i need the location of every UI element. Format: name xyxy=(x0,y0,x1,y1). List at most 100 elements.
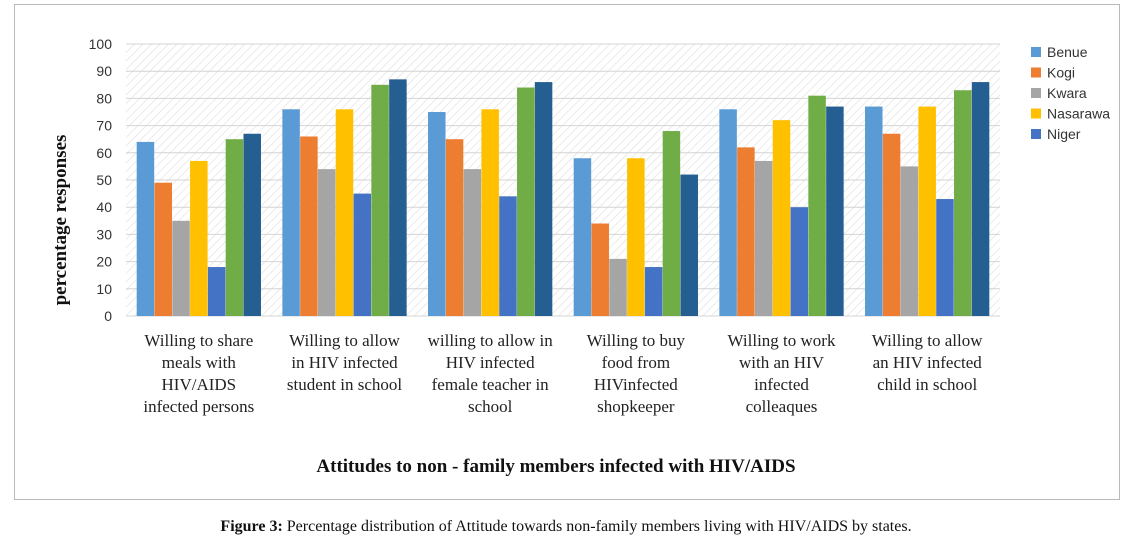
bar-kwara-3 xyxy=(463,169,482,316)
bar-kogi-2 xyxy=(300,136,318,316)
y-tick-label: 10 xyxy=(96,281,112,297)
x-tick-label-line: infected persons xyxy=(143,397,254,416)
x-tick-label-line: shopkeeper xyxy=(597,397,675,416)
x-tick-labels: Willing to share meals with HIV/AIDS infect… xyxy=(143,331,983,416)
chart-frame xyxy=(14,4,1120,500)
bar-series-6-5 xyxy=(808,95,826,317)
legend: Benue Kogi Kwara Nasarawa Niger xyxy=(1031,44,1110,142)
bar-kwara-6 xyxy=(900,166,919,316)
bar-series-7-4 xyxy=(680,174,698,316)
legend-swatch-kwara xyxy=(1031,88,1041,98)
y-axis-label: percentage responses xyxy=(50,135,71,306)
bar-series-7-3 xyxy=(534,82,553,316)
bar-series-7-6 xyxy=(971,82,990,316)
x-tick-label-line: colleaques xyxy=(746,397,818,416)
bar-kogi-3 xyxy=(445,139,464,316)
legend-swatch-nasarawa xyxy=(1031,108,1041,119)
y-tick-labels: 0 10 20 30 40 50 60 70 80 90 100 xyxy=(89,36,113,324)
y-tick-label: 40 xyxy=(96,199,112,215)
bar-series-6-6 xyxy=(954,90,972,317)
x-tick-label-line: food from xyxy=(602,353,670,372)
x-tick-label-line: HIVinfected xyxy=(594,375,678,394)
y-tick-label: 100 xyxy=(89,36,113,52)
bar-nasarawa-1 xyxy=(190,160,208,316)
bar-niger-4 xyxy=(644,267,663,316)
x-tick-label: Willing to allow in HIV infected student i… xyxy=(287,331,402,394)
bar-niger-6 xyxy=(936,199,954,316)
bar-nasarawa-5 xyxy=(772,120,791,316)
bar-nasarawa-2 xyxy=(335,109,354,316)
x-tick-label-line: student in school xyxy=(287,375,402,394)
bar-benue-2 xyxy=(282,109,300,316)
y-tick-label: 20 xyxy=(96,254,112,270)
x-tick-label-line: an HIV infected xyxy=(873,353,983,372)
bar-series-7-2 xyxy=(389,79,407,316)
x-axis-label: Attitudes to non - family members infect… xyxy=(316,456,795,477)
x-tick-label: Willing to allow an HIV infected child in … xyxy=(872,331,983,394)
legend-swatch-kogi xyxy=(1031,67,1041,78)
x-tick-label-line: meals with xyxy=(162,353,237,372)
bar-nasarawa-6 xyxy=(918,106,936,316)
y-tick-label: 90 xyxy=(96,63,112,79)
bar-kogi-5 xyxy=(737,147,755,316)
x-tick-label-line: female teacher in xyxy=(432,375,550,394)
bar-niger-3 xyxy=(499,196,517,316)
figure-caption: Figure 3: Percentage distribution of Att… xyxy=(0,518,1132,536)
x-tick-label-line: Willing to buy xyxy=(587,331,686,350)
caption-label: Figure 3: xyxy=(220,518,283,535)
gridlines xyxy=(126,43,1000,317)
x-tick-label-line: HIV/AIDS xyxy=(162,375,237,394)
legend-swatch-niger xyxy=(1031,129,1041,139)
bar-kogi-4 xyxy=(591,223,609,316)
bar-niger-1 xyxy=(207,267,226,316)
bar-kogi-1 xyxy=(154,182,172,316)
bar-benue-5 xyxy=(719,109,737,316)
bar-kwara-1 xyxy=(172,220,190,316)
bar-series-6-3 xyxy=(517,87,535,317)
bar-benue-6 xyxy=(865,106,883,316)
bar-nasarawa-4 xyxy=(627,158,645,316)
x-tick-label: Willing to work with an HIV infected collea… xyxy=(728,331,836,416)
bar-series-7-5 xyxy=(826,106,844,316)
bar-kwara-2 xyxy=(317,169,336,316)
y-tick-label: 70 xyxy=(96,118,112,134)
x-tick-label-line: willing to allow in xyxy=(428,331,554,350)
bar-niger-2 xyxy=(353,193,372,316)
x-tick-label-line: Willing to allow xyxy=(872,331,983,350)
x-tick-label: Willing to buy food from HIVinfected shopke… xyxy=(587,331,686,416)
y-tick-label: 50 xyxy=(96,172,112,188)
x-tick-label: willing to allow in HIV infected female te… xyxy=(428,331,554,416)
y-tick-label: 80 xyxy=(96,90,112,106)
bar-kwara-4 xyxy=(609,258,627,316)
chart-svg: 0 10 20 30 40 50 60 70 80 90 100 Willing to share m… xyxy=(50,36,1110,477)
x-tick-label-line: HIV infected xyxy=(446,353,535,372)
bar-kwara-5 xyxy=(754,160,773,316)
bar-series-6-4 xyxy=(662,131,681,316)
bars xyxy=(136,79,990,317)
legend-swatch-benue xyxy=(1031,47,1041,57)
x-tick-label-line: Willing to allow xyxy=(289,331,400,350)
y-tick-label: 60 xyxy=(96,145,112,161)
x-tick-label-line: in HIV infected xyxy=(291,353,398,372)
bar-series-6-1 xyxy=(225,139,244,316)
bar-benue-4 xyxy=(573,158,592,316)
bar-series-7-1 xyxy=(243,133,261,316)
x-tick-label-line: child in school xyxy=(877,375,977,394)
bar-series-6-2 xyxy=(371,84,389,316)
x-tick-label-line: infected xyxy=(754,375,809,394)
bar-benue-3 xyxy=(428,112,446,316)
x-tick-label-line: Willing to work xyxy=(728,331,836,350)
legend-label-kogi: Kogi xyxy=(1047,65,1075,81)
legend-label-niger: Niger xyxy=(1047,126,1081,142)
bar-nasarawa-3 xyxy=(481,109,499,316)
bar-benue-1 xyxy=(136,141,155,316)
legend-label-nasarawa: Nasarawa xyxy=(1047,106,1110,122)
legend-label-benue: Benue xyxy=(1047,44,1088,60)
y-tick-label: 30 xyxy=(96,226,112,242)
x-tick-label-line: with an HIV xyxy=(739,353,825,372)
x-tick-label-line: school xyxy=(468,397,513,416)
legend-label-kwara: Kwara xyxy=(1047,85,1087,101)
x-tick-label: Willing to share meals with HIV/AIDS infect… xyxy=(143,331,254,416)
bar-kogi-6 xyxy=(882,133,901,316)
x-tick-label-line: Willing to share xyxy=(144,331,253,350)
